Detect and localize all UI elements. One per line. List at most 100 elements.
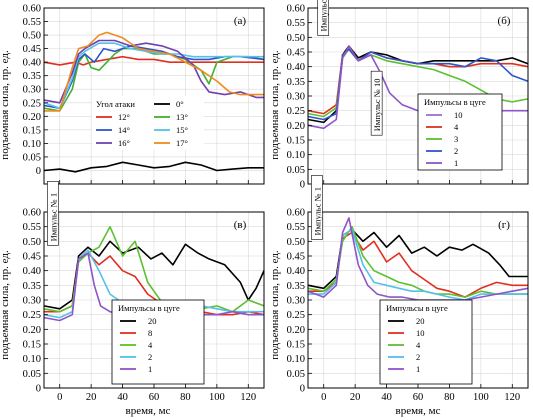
y-tick-label: 0.15 [287,136,305,147]
chart-panel-2: 0 0.05 0.10 0.15 0.20 0.25 0.30 0.35 0.40 0.45 0.5… [23,181,265,403]
x-tick-label: 40 [117,392,128,403]
annotation-label: Импульс № 1 [312,187,322,235]
series-line-12 [43,55,264,66]
y-tick-label: 0.50 [23,237,41,248]
series-line-16 [43,39,264,104]
legend: Импульсы в цуге 20 8 4 2 1 [111,299,205,385]
panel-label: (г) [498,219,510,231]
x-tick-label: 20 [350,392,361,403]
y-tick-label: 0.40 [287,266,305,277]
legend-entry-label: 12° [118,112,130,122]
ylabel-bottom-right: подъемная сила, пр. ед. [269,250,281,360]
legend-box [417,93,503,171]
annotation-box [317,0,330,36]
legend-entry-label: 1 [416,364,420,374]
x-tick-label: 100 [209,392,225,403]
y-tick-label: 0.55 [23,17,41,28]
y-tick-label: 0.60 [287,4,305,15]
legend-entry-label: 4 [416,340,421,350]
ylabel-top: подъемная сила, пр. ед. [0,50,11,160]
annotation-box [47,181,59,246]
series-line-1 [307,217,529,301]
legend-entry-label: 2 [454,146,458,156]
legend: Угол атаки 0° 12° 13° 14° 15° 16° 17° [92,96,204,150]
annotation-box [370,70,383,136]
chart-panel-0: 0 0.05 0.10 0.15 0.20 0.25 0.30 0.35 0.40 0.45 0.5… [23,4,265,185]
chart-panel-1: 0 0.05 0.10 0.15 0.20 0.25 0.30 0.35 0.40 0.45 0.5… [287,0,529,191]
y-tick-label: 0.60 [23,4,41,15]
y-tick-label: 0.45 [287,252,305,263]
panel-label: (а) [234,15,247,27]
y-tick-label: 0.25 [23,98,41,109]
legend-title: Импульсы в цуге [424,97,486,107]
series-line-15 [43,42,264,109]
xlabel-bottom-right: время, мс [396,405,441,417]
y-tick-label: 0.10 [287,354,305,365]
y-tick-label: 0.25 [287,310,305,321]
legend-entry-label: 17° [176,138,188,148]
x-tick-label: 80 [180,392,191,403]
legend-entry-label: 8 [148,328,152,338]
legend-entry-label: 4 [148,340,153,350]
y-tick-label: 0.40 [23,266,41,277]
y-tick-label: 0.20 [287,121,305,132]
legend-title: Импульсы в цуге [386,303,448,313]
y-tick-label: 0.25 [23,310,41,321]
y-tick-label: 0 [300,180,305,191]
panel-label: (в) [234,219,247,231]
x-tick-label: 20 [86,392,97,403]
y-tick-label: 0.55 [287,18,305,29]
y-tick-label: 0.35 [287,281,305,292]
x-tick-label: 0 [57,392,62,403]
y-tick-label: 0.55 [287,222,305,233]
legend-entry-label: 14° [118,125,130,135]
y-tick-label: 0.05 [287,165,305,176]
legend-entry-label: 10 [454,110,463,120]
y-tick-label: 0.05 [23,369,41,380]
y-tick-label: 0.40 [23,58,41,69]
y-tick-label: 0 [36,384,41,395]
y-tick-label: 0 [300,384,305,395]
y-tick-label: 0.05 [287,369,305,380]
legend-entry-label: 0° [176,99,184,109]
series-line-20 [43,240,265,310]
ylabel-top-right: подъемная сила, пр. ед. [269,50,281,160]
y-tick-label: 0.05 [23,152,41,163]
y-tick-label: 0.50 [23,31,41,42]
y-tick-label: 0.10 [23,354,41,365]
x-tick-label: 120 [240,392,256,403]
panel-label: (б) [498,15,511,27]
y-tick-label: 0.60 [287,208,305,219]
legend-box [111,299,205,385]
y-tick-label: 0.35 [287,77,305,88]
y-tick-label: 0.50 [287,237,305,248]
legend-entry-label: 2 [148,352,152,362]
legend: Импульсы в цуге 20 10 4 2 1 [379,299,473,385]
y-tick-label: 0.30 [23,85,41,96]
y-tick-label: 0 [36,166,41,177]
x-tick-label: 40 [381,392,392,403]
legend-entry-label: 20 [148,316,157,326]
legend-title: Угол атаки [96,99,135,109]
y-tick-label: 0.25 [287,106,305,117]
series-line-17 [44,31,264,112]
legend-box [92,96,204,150]
y-tick-label: 0.15 [287,340,305,351]
y-tick-label: 0.30 [23,296,41,307]
y-tick-label: 0.20 [287,325,305,336]
x-tick-label: 120 [504,392,520,403]
y-tick-label: 0.15 [23,340,41,351]
y-tick-label: 0.45 [287,48,305,59]
legend-entry-label: 1 [454,158,458,168]
y-tick-label: 0.50 [287,33,305,44]
legend-entry-label: 10 [416,328,425,338]
x-tick-label: 0 [321,392,326,403]
y-tick-label: 0.10 [287,150,305,161]
y-tick-label: 0.35 [23,281,41,292]
x-tick-label: 80 [444,392,455,403]
x-tick-label: 60 [413,392,424,403]
legend-entry-label: 1 [148,364,152,374]
y-tick-label: 0.60 [23,208,41,219]
y-tick-label: 0.15 [23,125,41,136]
